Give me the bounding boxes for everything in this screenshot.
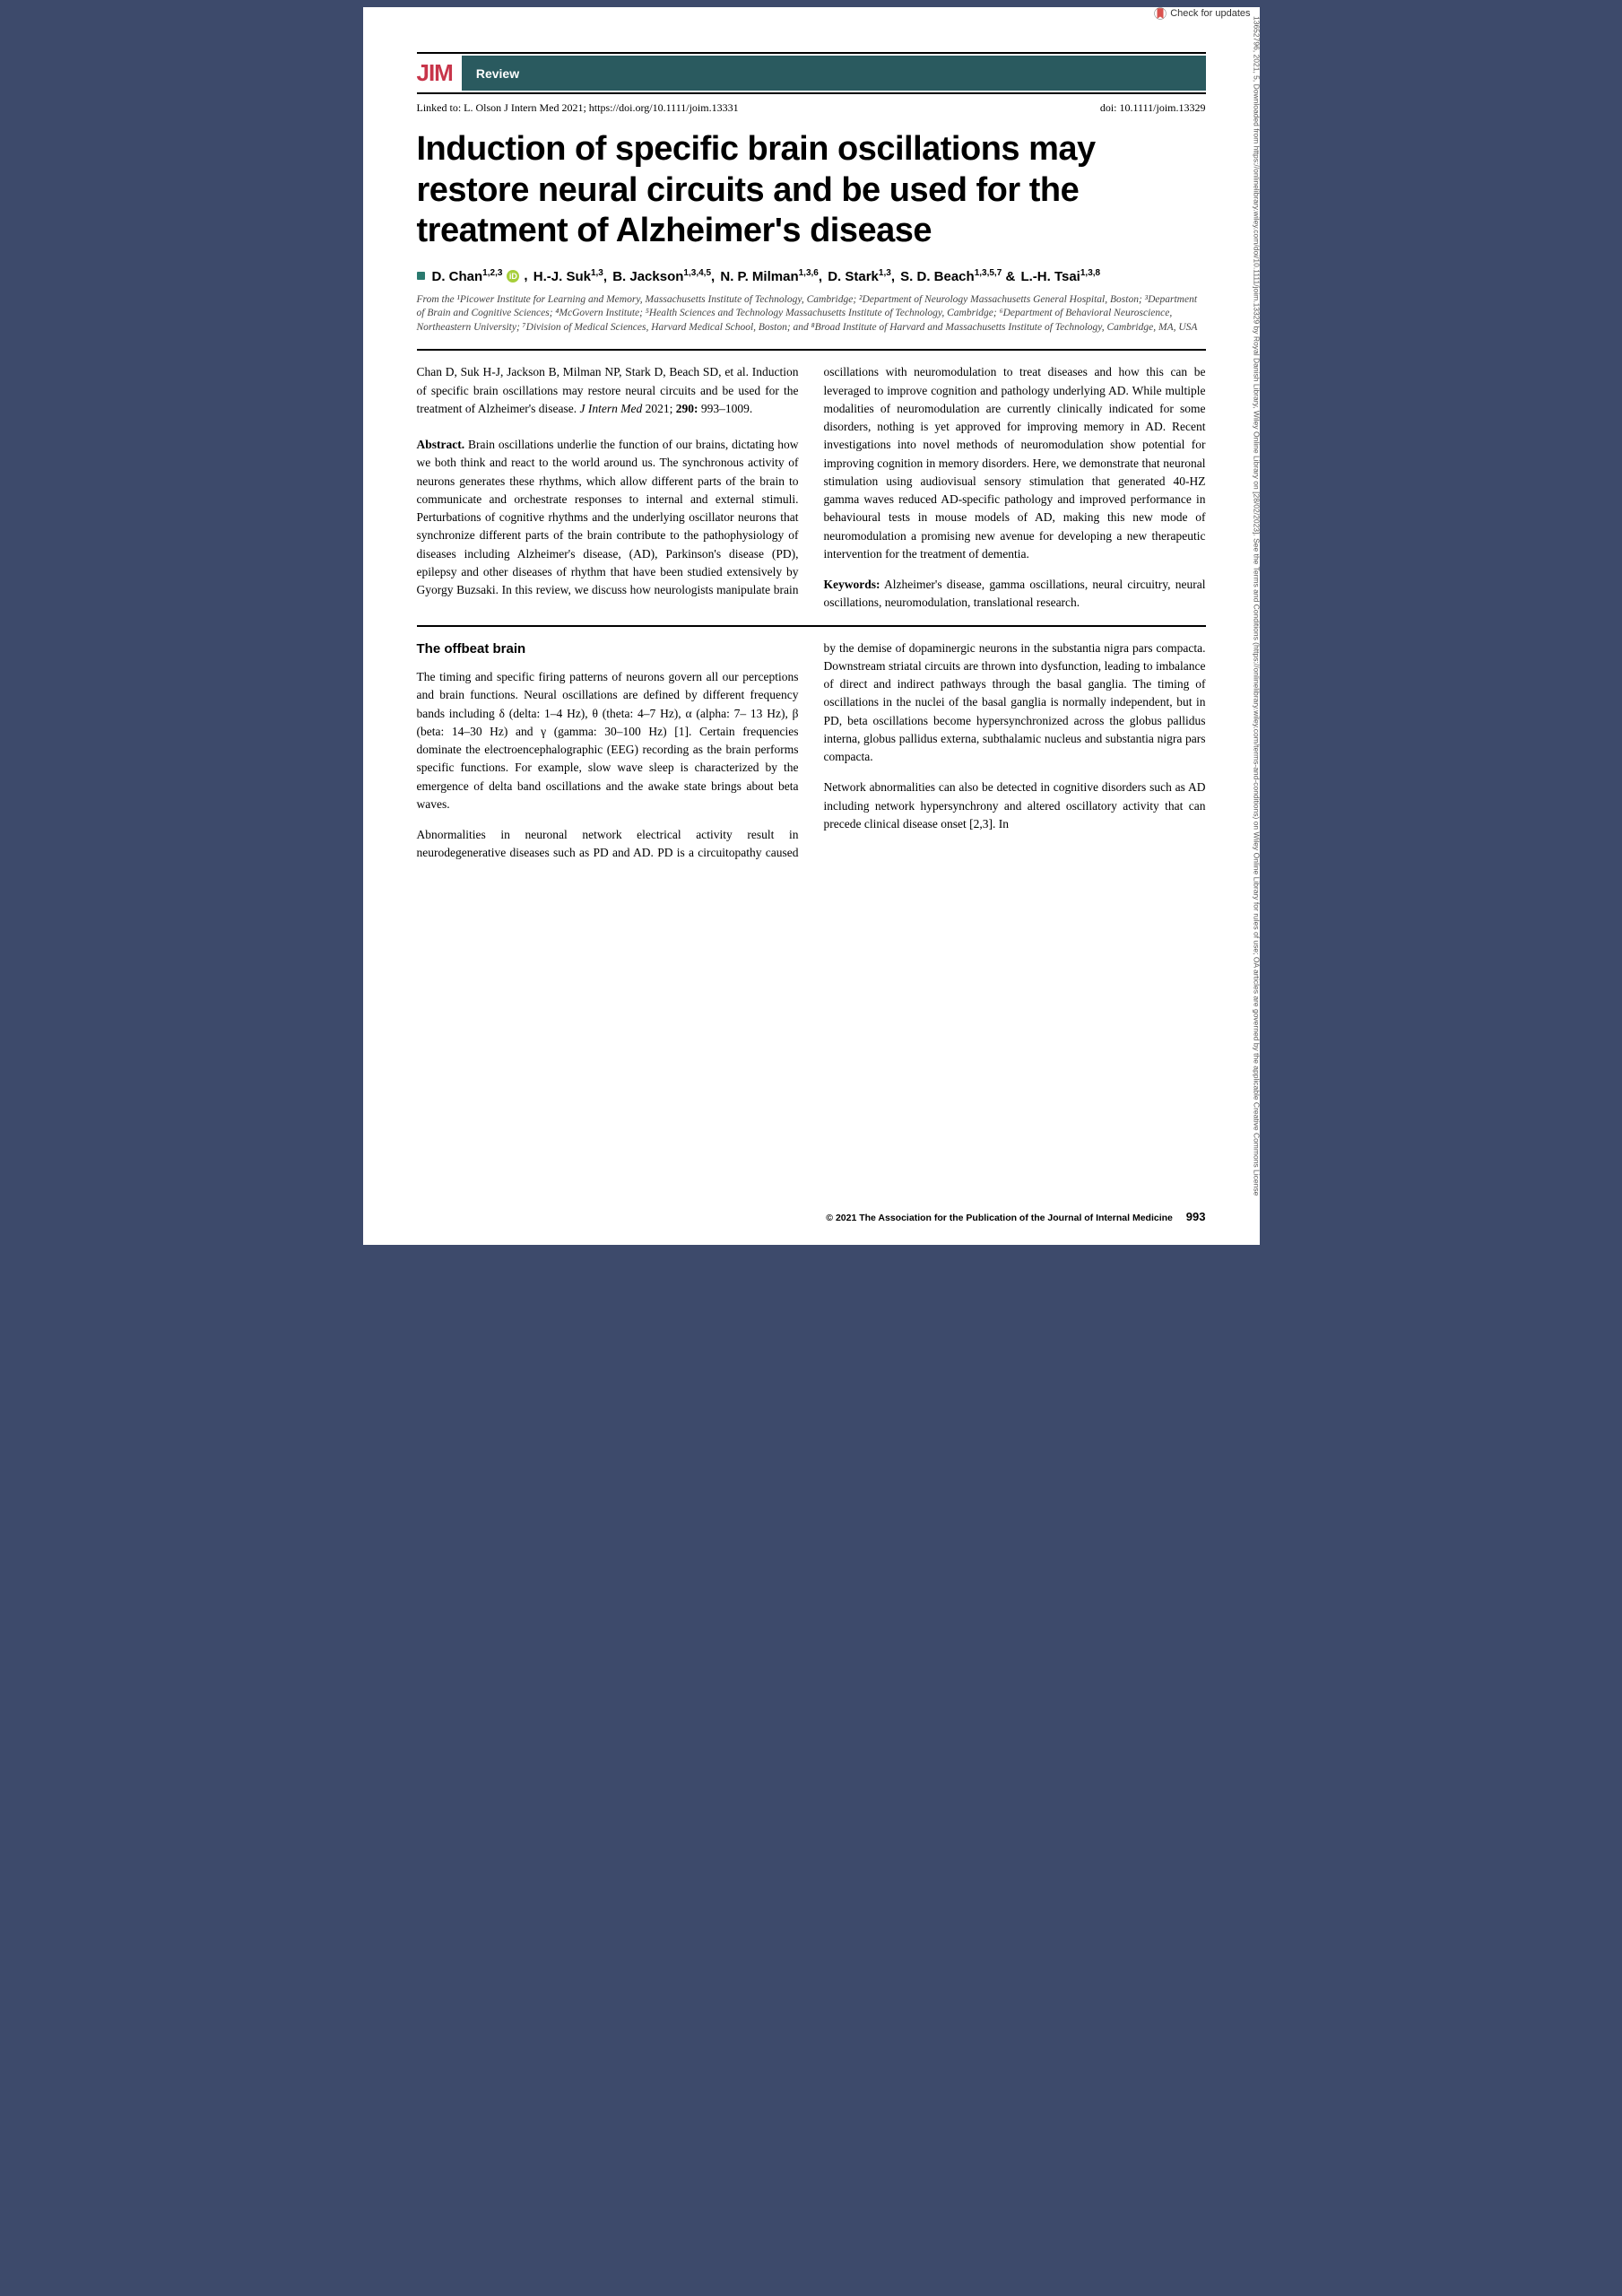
- linked-to-text[interactable]: Linked to: L. Olson J Intern Med 2021; h…: [417, 101, 739, 115]
- body-paragraph-3: Network abnormalities can also be detect…: [824, 778, 1206, 833]
- orcid-icon[interactable]: iD: [507, 270, 519, 283]
- abstract-label: Abstract.: [417, 438, 465, 451]
- citation-year: 2021;: [642, 402, 676, 415]
- author-1: D. Chan1,2,3: [432, 268, 503, 284]
- page-number: 993: [1186, 1210, 1206, 1223]
- abstract-columns: Chan D, Suk H-J, Jackson B, Milman NP, S…: [417, 363, 1206, 612]
- section-heading-1: The offbeat brain: [417, 639, 799, 660]
- authors-list: D. Chan1,2,3 iD, H.-J. Suk1,3, B. Jackso…: [417, 268, 1206, 284]
- author-7: L.-H. Tsai1,3,8: [1020, 268, 1100, 284]
- doi-text[interactable]: doi: 10.1111/joim.13329: [1100, 101, 1206, 115]
- author-5: D. Stark1,3,: [828, 268, 898, 284]
- author-2: H.-J. Suk1,3,: [533, 268, 611, 284]
- header-bar: JIM Review: [417, 52, 1206, 94]
- footer-copyright: © 2021 The Association for the Publicati…: [826, 1213, 1173, 1223]
- article-type-badge: Review: [462, 56, 1206, 91]
- citation-box: Chan D, Suk H-J, Jackson B, Milman NP, S…: [417, 363, 799, 418]
- page-footer: © 2021 The Association for the Publicati…: [826, 1210, 1205, 1223]
- affiliations-text: From the ¹Picower Institute for Learning…: [417, 293, 1206, 335]
- divider-mid: [417, 625, 1206, 627]
- author-4: N. P. Milman1,3,6,: [720, 268, 826, 284]
- citation-vol: 290:: [676, 402, 698, 415]
- link-doi-row: Linked to: L. Olson J Intern Med 2021; h…: [417, 101, 1206, 115]
- divider-top: [417, 349, 1206, 351]
- body-columns: The offbeat brain The timing and specifi…: [417, 639, 1206, 863]
- vertical-citation-text: 13652796, 2021, 5, Downloaded from https…: [1251, 16, 1261, 1236]
- keywords-text: Alzheimer's disease, gamma oscillations,…: [824, 578, 1206, 609]
- journal-logo: JIM: [417, 56, 462, 91]
- citation-pages: 993–1009.: [698, 402, 753, 415]
- author-sep: ,: [524, 268, 531, 283]
- page-container: Check for updates 13652796, 2021, 5, Dow…: [363, 7, 1260, 1245]
- citation-journal: J Intern Med: [580, 402, 643, 415]
- bookmark-icon: [1154, 7, 1167, 20]
- author-bullet-icon: [417, 272, 425, 280]
- article-title: Induction of specific brain oscillations…: [417, 129, 1206, 252]
- check-updates-badge[interactable]: Check for updates: [1154, 7, 1250, 20]
- body-paragraph-1: The timing and specific firing patterns …: [417, 668, 799, 813]
- keywords-label: Keywords:: [824, 578, 880, 591]
- check-updates-label: Check for updates: [1170, 8, 1250, 19]
- author-3: B. Jackson1,3,4,5,: [612, 268, 718, 284]
- author-6: S. D. Beach1,3,5,7 &: [900, 268, 1019, 284]
